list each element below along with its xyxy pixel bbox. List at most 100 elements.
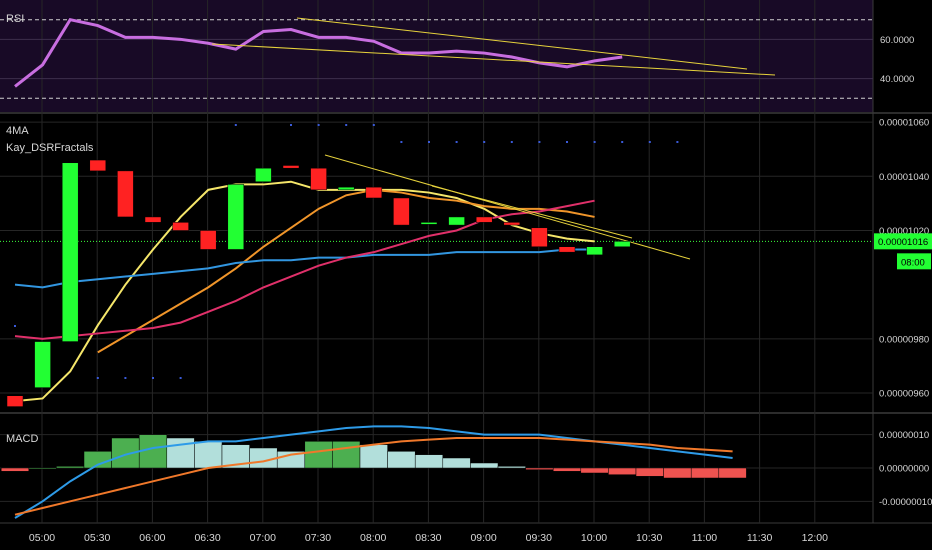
- candle-body: [255, 167, 272, 182]
- candle-body: [144, 216, 162, 223]
- price-tick-label: 0.00001020: [879, 226, 929, 237]
- macd-histogram-bar: [690, 467, 720, 479]
- macd-histogram-bar: [718, 467, 747, 479]
- time-tick-label: 08:30: [415, 532, 441, 544]
- candle-body: [227, 184, 245, 250]
- last-price-label: 0.00001016: [878, 237, 928, 248]
- candle-body: [6, 395, 24, 407]
- moving-average-line: [14, 248, 595, 289]
- candle-body: [310, 167, 327, 191]
- fractal-high-marker: [566, 141, 568, 143]
- price-tick-label: 0.00000960: [879, 389, 929, 400]
- time-tick-label: 07:00: [250, 532, 276, 544]
- fractal-low-marker: [179, 377, 182, 379]
- time-tick-label: 07:30: [305, 532, 331, 544]
- macd-histogram-bar: [442, 457, 471, 469]
- fractal-high-marker: [510, 141, 513, 143]
- candle-body: [586, 246, 603, 256]
- time-tick-label: 08:00: [360, 532, 386, 544]
- candle-body: [475, 216, 493, 223]
- rsi-tick-label: 40.0000: [880, 74, 914, 85]
- time-tick-label: 12:00: [802, 532, 828, 544]
- candle-body: [117, 170, 134, 218]
- fractal-low-marker: [14, 325, 16, 327]
- price-trendline: [431, 185, 633, 239]
- rsi-tick-label: 60.0000: [880, 35, 914, 46]
- candle-body: [89, 159, 107, 172]
- candle-body: [365, 186, 383, 199]
- macd-histogram-bar: [332, 441, 361, 469]
- rsi-pane-label: RSI: [6, 13, 24, 25]
- macd-histogram-bar: [580, 467, 609, 474]
- macd-histogram-bar: [28, 467, 57, 470]
- fractal-high-marker: [483, 141, 486, 143]
- macd-line: [14, 425, 733, 519]
- macd-histogram-bar: [608, 467, 637, 475]
- macd-tick-label: -0.00000010: [879, 497, 932, 508]
- time-tick-label: 11:00: [692, 532, 718, 544]
- rsi-trendline: [211, 43, 776, 76]
- candle-body: [448, 216, 465, 226]
- fractal-high-marker: [400, 141, 403, 143]
- time-tick-label: 05:00: [29, 532, 55, 544]
- time-tick-label: 10:00: [581, 532, 607, 544]
- time-tick-label: 11:30: [747, 532, 773, 544]
- macd-tick-label: 0.00000010: [879, 430, 929, 441]
- macd-histogram-bar: [663, 467, 692, 479]
- candle-body: [613, 241, 631, 247]
- macd-histogram-bar: [470, 462, 499, 469]
- fractal-low-marker: [124, 377, 127, 379]
- macd-histogram-bar: [525, 467, 554, 470]
- fractal-high-marker: [676, 141, 679, 143]
- moving-average-line: [97, 188, 595, 354]
- candle-body: [172, 222, 189, 231]
- macd-histogram-bar: [552, 467, 582, 472]
- fractal-high-marker: [345, 124, 348, 126]
- fractal-high-marker: [372, 124, 375, 126]
- fractal-high-marker: [648, 141, 651, 143]
- rsi-trendline: [296, 17, 748, 70]
- time-tick-label: 06:00: [139, 532, 165, 544]
- price-tick-label: 0.00000980: [879, 334, 929, 345]
- candle-body: [420, 222, 438, 225]
- fractal-high-marker: [455, 141, 458, 143]
- fractal-high-marker: [621, 141, 624, 143]
- time-tick-label: 09:30: [526, 532, 552, 544]
- candle-body: [34, 341, 51, 388]
- macd-signal-line: [14, 437, 733, 516]
- fractal-low-marker: [96, 377, 99, 379]
- macd-histogram-bar: [304, 441, 333, 469]
- macd-histogram-bar: [635, 467, 664, 477]
- macd-pane-label: MACD: [6, 433, 38, 445]
- fractal-high-marker: [317, 124, 320, 126]
- price-tick-label: 0.00001040: [879, 172, 929, 183]
- candle-body: [61, 162, 79, 342]
- fractal-high-marker: [290, 124, 292, 126]
- price-trendline: [324, 154, 691, 260]
- candle-body: [503, 222, 521, 226]
- ma-indicator-label: 4MA: [6, 125, 29, 137]
- time-tick-label: 06:30: [194, 532, 220, 544]
- fractal-high-marker: [428, 141, 430, 143]
- moving-average-line: [14, 199, 595, 340]
- candle-body: [393, 197, 410, 226]
- time-tick-label: 09:00: [470, 532, 496, 544]
- macd-histogram-bar: [0, 467, 30, 472]
- candle-body: [531, 227, 548, 247]
- fractal-high-marker: [234, 124, 237, 126]
- countdown-tag: [897, 253, 931, 270]
- candle-body: [337, 186, 355, 191]
- candle-body: [558, 246, 576, 253]
- time-tick-label: 10:30: [636, 532, 662, 544]
- macd-histogram-bar: [56, 466, 85, 469]
- macd-histogram-bar: [359, 444, 388, 469]
- last-price-tag: [874, 233, 932, 250]
- macd-histogram-bar: [194, 441, 223, 469]
- macd-histogram-bar: [414, 454, 444, 469]
- macd-tick-label: 0.00000000: [879, 464, 929, 475]
- candle-body: [199, 230, 217, 250]
- candle-body: [282, 165, 300, 169]
- fractals-indicator-label: Kay_DSRFractals: [6, 142, 94, 154]
